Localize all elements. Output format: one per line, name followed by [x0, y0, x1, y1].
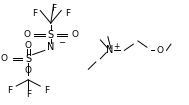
Text: O: O [71, 30, 78, 39]
Text: +: + [114, 42, 120, 51]
Text: F: F [44, 86, 49, 95]
Text: F: F [8, 86, 13, 95]
Text: O: O [25, 41, 32, 50]
Text: S: S [25, 54, 31, 64]
Text: O: O [25, 66, 32, 75]
Text: O: O [1, 54, 8, 63]
Text: S: S [48, 30, 54, 40]
Text: F: F [26, 90, 31, 99]
Text: F: F [65, 9, 70, 18]
Text: O: O [157, 46, 164, 55]
Text: −: − [58, 39, 65, 48]
Text: N: N [47, 42, 54, 52]
Text: F: F [51, 4, 56, 13]
Text: O: O [23, 30, 30, 39]
Text: F: F [32, 9, 37, 18]
Text: N: N [106, 45, 113, 55]
